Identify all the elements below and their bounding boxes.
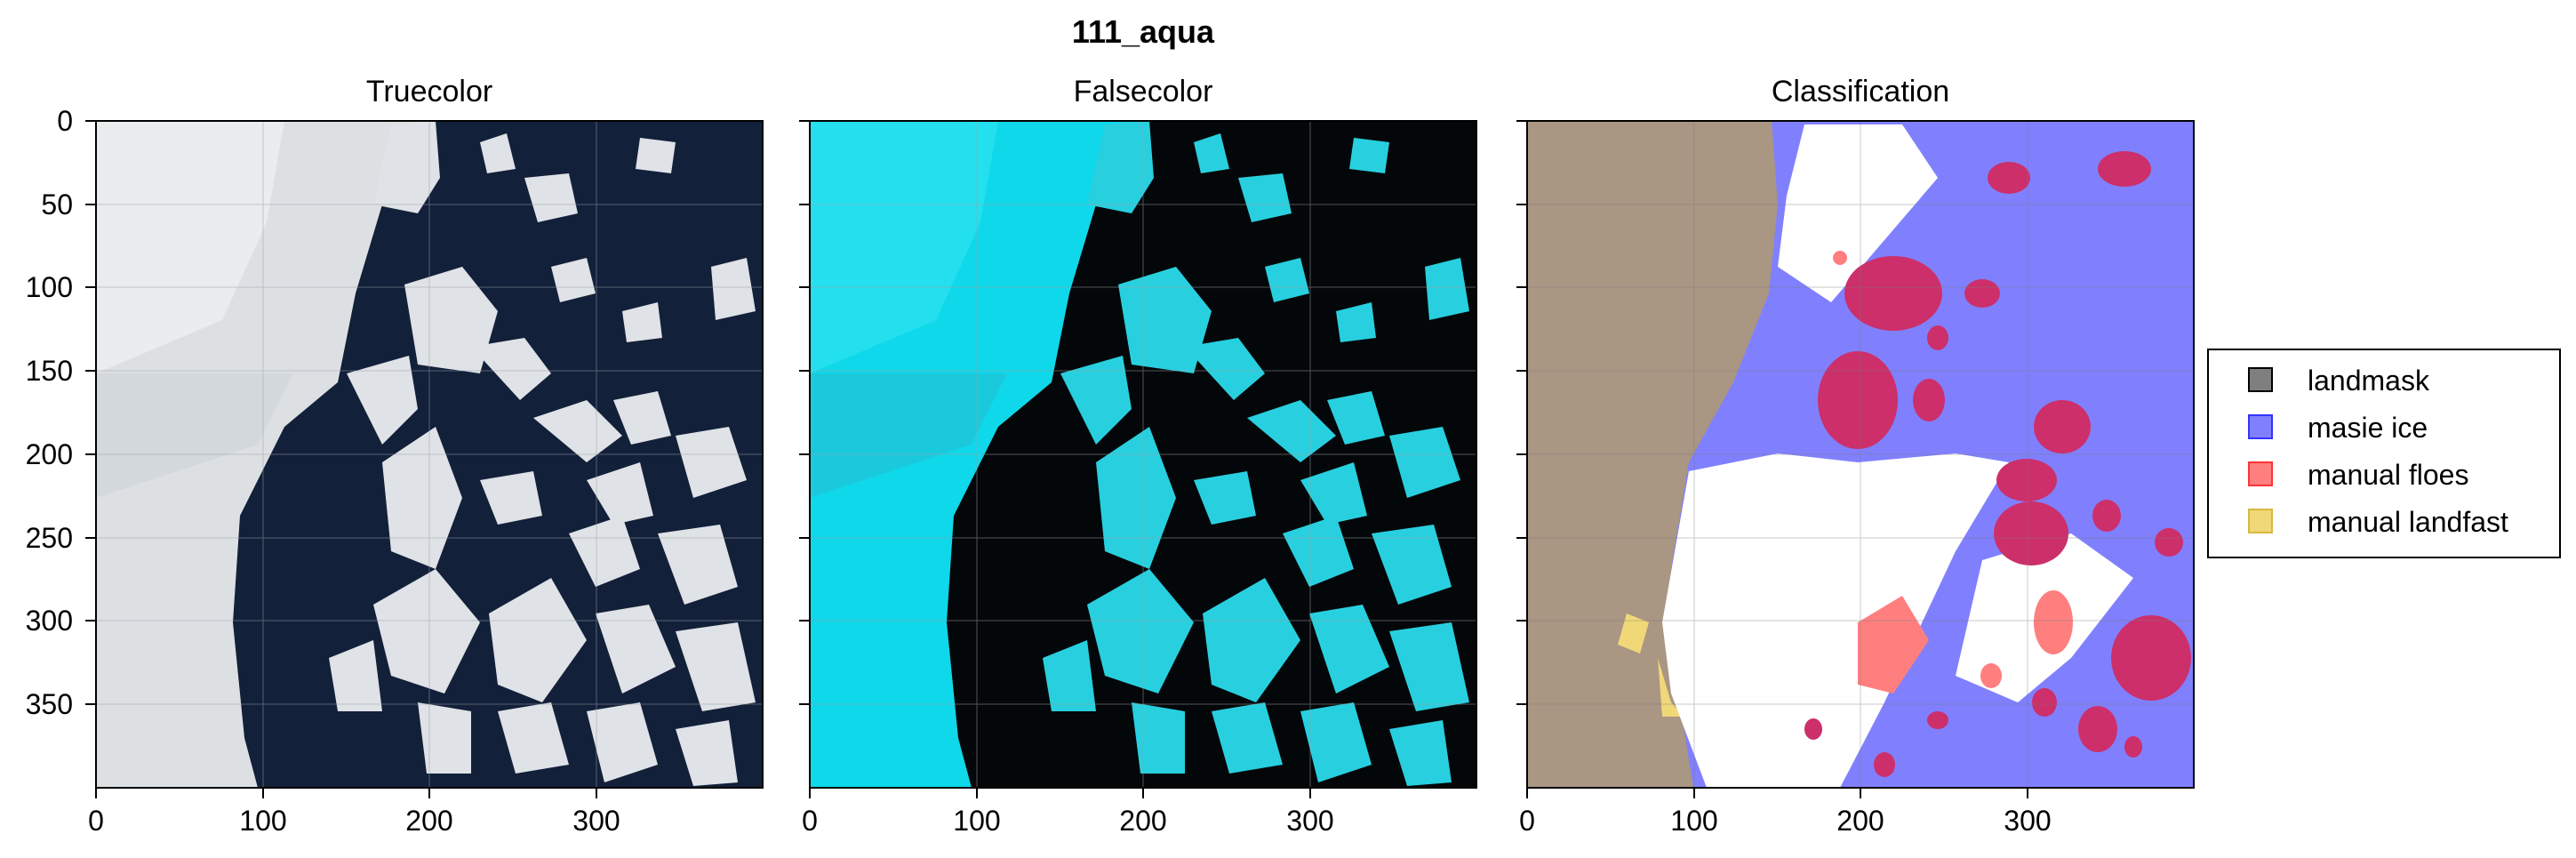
legend-label: manual floes [2308,459,2468,491]
y-tick-label: 250 [26,522,73,554]
legend-label: masie ice [2308,412,2428,444]
y-tick-label: 50 [41,188,73,221]
truecolor-panel: Truecolor [95,75,764,789]
truecolor-image [96,121,763,788]
x-tick-label: 200 [1836,805,1884,837]
legend-item-landmask: landmask [2248,365,2430,397]
legend-item-manual-landfast: manual landfast [2248,506,2508,538]
falsecolor-image [810,121,1476,788]
x-tick-label: 0 [88,805,104,837]
figure-title: 111_aqua [1072,13,1215,50]
masie-ice-swatch [2248,414,2273,439]
x-tick-label: 200 [405,805,452,837]
y-tick-label: 150 [26,355,73,387]
x-ticks [95,788,2028,798]
legend: landmask masie ice manual floes manual l… [2207,349,2561,558]
x-tick-label: 300 [2004,805,2051,837]
legend-label: landmask [2308,365,2430,397]
y-tick-label: 350 [26,688,73,720]
legend-label: manual landfast [2308,506,2508,538]
classification-image [1527,121,2194,788]
landmask-swatch [2248,367,2273,392]
y-ticks [85,120,1527,705]
x-tick-label: 200 [1119,805,1166,837]
manual-floes-swatch [2248,461,2273,486]
x-tick-label: 100 [239,805,286,837]
x-tick-label: 300 [1286,805,1333,837]
x-tick-label: 0 [802,805,818,837]
x-tick-label: 100 [953,805,1000,837]
legend-item-manual-floes: manual floes [2248,459,2468,491]
x-tick-label: 100 [1670,805,1717,837]
x-tick-label: 0 [1519,805,1535,837]
y-tick-label: 300 [26,605,73,637]
classification-panel: Classification [1526,75,2195,789]
classification-title: Classification [1772,75,1949,108]
x-axis-falsecolor: 0 100 200 300 [802,805,1334,837]
x-axis-truecolor: 0 100 200 300 [88,805,620,837]
manual-landfast-swatch [2248,509,2273,533]
x-tick-label: 300 [572,805,620,837]
legend-item-masie-ice: masie ice [2248,412,2428,444]
x-axis-classification: 0 100 200 300 [1519,805,2052,837]
y-tick-label: 0 [57,105,73,137]
y-axis: 0 50 100 150 200 250 300 350 [26,105,73,720]
falsecolor-panel: Falsecolor [809,75,1477,789]
truecolor-title: Truecolor [366,75,492,108]
falsecolor-title: Falsecolor [1074,75,1213,108]
y-tick-label: 200 [26,438,73,470]
y-tick-label: 100 [26,271,73,303]
